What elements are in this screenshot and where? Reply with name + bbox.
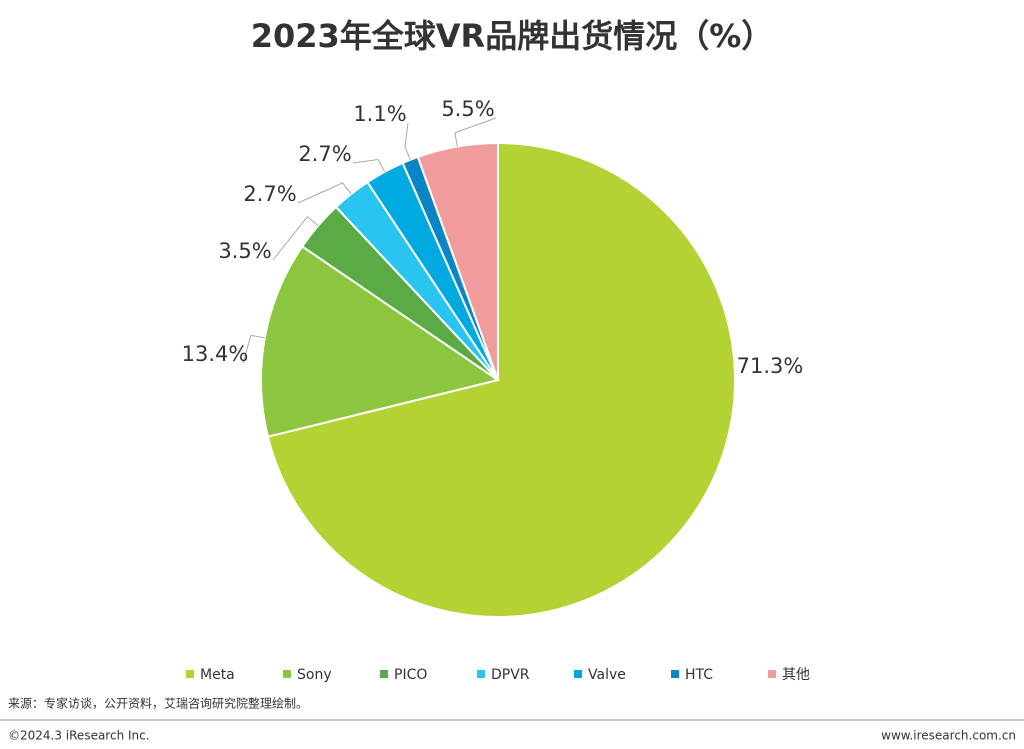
data-label: 5.5% [441,97,494,121]
legend-swatch [768,670,776,678]
data-label: 1.1% [353,102,406,126]
legend-label: Meta [200,667,235,683]
website: www.iresearch.com.cn [881,729,1016,743]
data-label: 2.7% [243,182,296,206]
copyright: ©2024.3 iResearch Inc. [8,729,150,743]
legend-label: Valve [588,667,626,683]
legend-label: HTC [685,667,713,683]
leader-line [404,122,411,161]
legend-swatch [477,670,485,678]
pie-slice [266,141,736,618]
data-label: 2.7% [298,142,351,166]
data-label: 13.4% [182,342,249,366]
data-label: 3.5% [218,239,271,263]
legend-swatch [380,670,388,678]
legend-label: 其他 [782,667,810,683]
leader-line [242,334,265,364]
chart-title: 2023年全球VR品牌出货情况（%） [251,17,774,55]
legend-swatch [574,670,582,678]
legend-label: PICO [394,667,427,683]
pie-slice [416,141,499,381]
leader-line [454,117,497,147]
legend-swatch [186,670,194,678]
data-label: 71.3% [737,354,804,378]
legend-swatch [283,670,291,678]
leader-line [352,159,386,173]
legend-swatch [671,670,679,678]
legend-label: DPVR [491,667,530,683]
legend-label: Sony [297,667,332,683]
leader-line [297,182,352,204]
leader-line [272,215,319,261]
source-note: 来源：专家访谈，公开资料，艾瑞咨询研究院整理绘制。 [8,696,308,711]
